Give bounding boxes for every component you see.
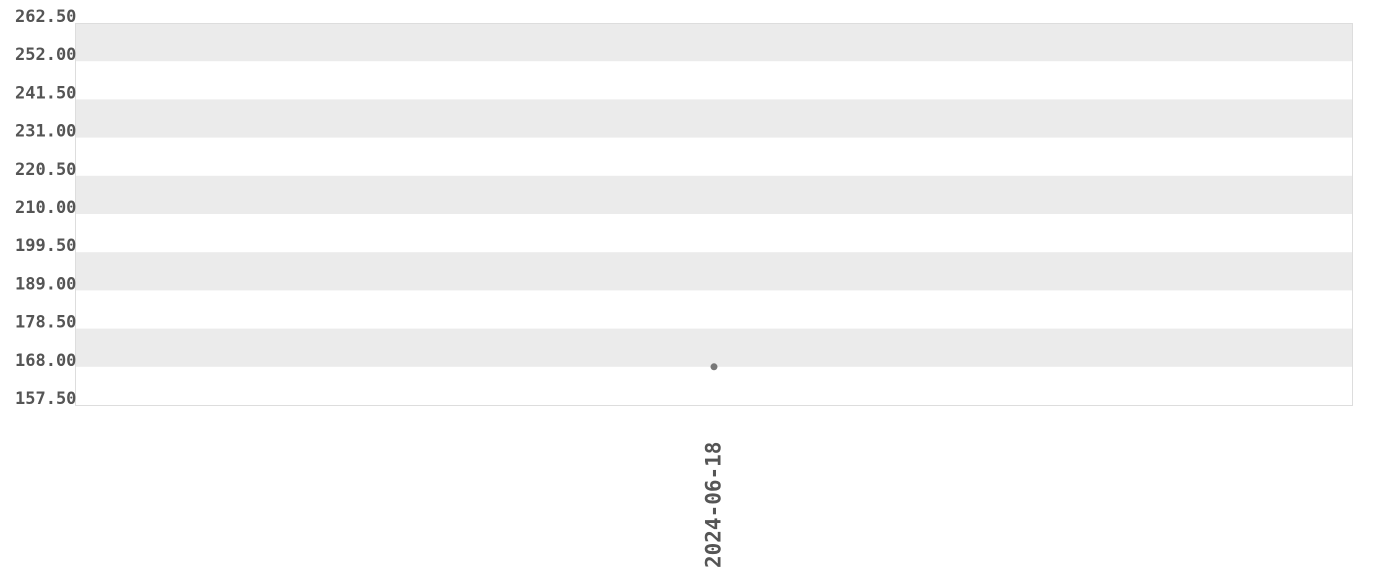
y-tick-label: 231.00: [15, 122, 76, 142]
x-tick-label: 2024-06-18: [702, 442, 726, 568]
y-axis: 262.50 252.00 241.50 231.00 220.50 210.00 199.…: [15, 7, 76, 409]
y-tick-label: 241.50: [15, 83, 76, 103]
data-point: [710, 363, 718, 371]
y-tick-label: 262.50: [15, 7, 76, 27]
y-tick-label: 210.00: [15, 198, 76, 218]
grid-band: [75, 175, 1352, 214]
grid-band: [75, 23, 1352, 62]
grid-band: [75, 328, 1352, 367]
plot-frame: [75, 23, 1353, 406]
y-tick-label: 252.00: [15, 45, 76, 65]
y-tick-label: 157.50: [15, 389, 76, 409]
grid-band: [75, 99, 1352, 138]
y-tick-label: 178.50: [15, 313, 76, 333]
y-tick-label: 199.50: [15, 236, 76, 256]
y-tick-label: 168.00: [15, 351, 76, 371]
y-tick-label: 189.00: [15, 274, 76, 294]
x-axis: 2024-06-18: [702, 442, 726, 568]
grid-bands: [75, 23, 1352, 367]
grid-band: [75, 252, 1352, 291]
data-points: [710, 363, 718, 371]
y-tick-label: 220.50: [15, 160, 76, 180]
